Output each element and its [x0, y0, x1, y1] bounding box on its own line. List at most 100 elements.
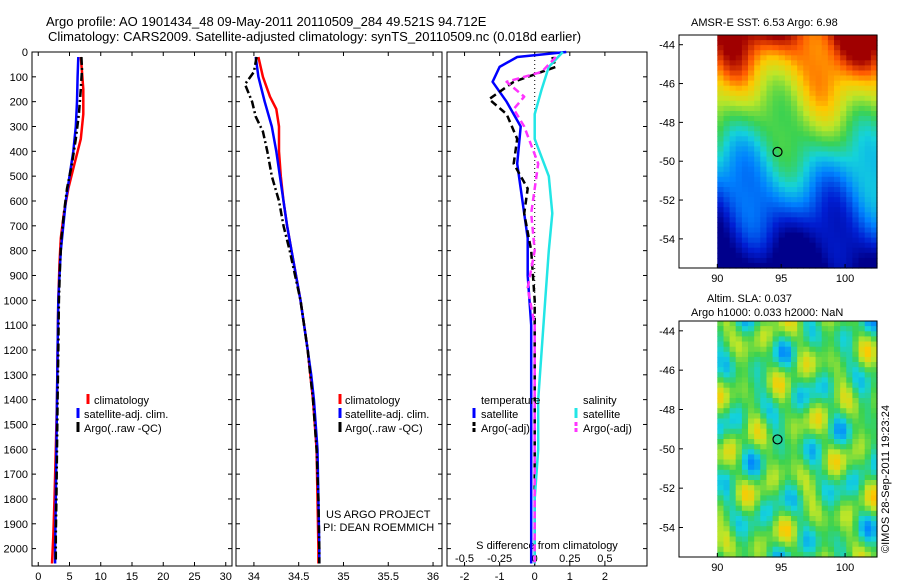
- heatmap-cell: [717, 40, 724, 46]
- heatmap-cell: [846, 75, 853, 82]
- heatmap-cell: [815, 116, 823, 122]
- heatmap-cell: [840, 161, 847, 168]
- heatmap-cell: [754, 60, 761, 66]
- heatmap-cell: [717, 176, 724, 183]
- heatmap-cell: [729, 146, 737, 153]
- heatmap-cell: [741, 192, 749, 198]
- heatmap-cell: [729, 428, 737, 435]
- heatmap-cell: [815, 536, 823, 543]
- heatmap-cell: [717, 326, 724, 332]
- heatmap-cell: [840, 433, 847, 440]
- heatmap-cell: [791, 367, 798, 373]
- heatmap-cell: [741, 50, 749, 56]
- heatmap-cell: [864, 439, 872, 445]
- heatmap-cell: [729, 176, 737, 183]
- heatmap-cell: [748, 252, 755, 259]
- heatmap-cell: [748, 413, 755, 419]
- heatmap-cell: [784, 418, 792, 425]
- heatmap-cell: [858, 232, 866, 239]
- heatmap-cell: [766, 526, 774, 532]
- heatmap-cell: [729, 459, 737, 466]
- heatmap-cell: [723, 516, 731, 522]
- heatmap-cell: [864, 362, 872, 368]
- heatmap-cell: [815, 454, 823, 461]
- heatmap-cell: [803, 418, 810, 425]
- heatmap-cell: [717, 531, 724, 537]
- heatmap-cell: [864, 418, 872, 425]
- heatmap-cell: [754, 156, 761, 163]
- y-tick-label: -50: [659, 156, 675, 168]
- heatmap-cell: [772, 372, 780, 378]
- heatmap-cell: [772, 176, 780, 183]
- heatmap-cell: [791, 454, 798, 461]
- heatmap-cell: [784, 449, 792, 455]
- heatmap-cell: [754, 242, 761, 249]
- heatmap-cell: [870, 346, 878, 353]
- heatmap-cell: [772, 146, 780, 153]
- heatmap-cell: [864, 252, 872, 259]
- heatmap-cell: [864, 222, 872, 229]
- heatmap-cell: [766, 331, 774, 337]
- heatmap-cell: [834, 70, 841, 77]
- heatmap-cell: [723, 100, 731, 107]
- heatmap-cell: [803, 413, 810, 419]
- heatmap-cell: [858, 75, 866, 82]
- heatmap-cell: [858, 161, 866, 168]
- heatmap-cell: [766, 55, 774, 61]
- heatmap-cell: [834, 80, 841, 87]
- heatmap-cell: [827, 500, 835, 507]
- heatmap-cell: [741, 146, 749, 153]
- heatmap-cell: [815, 237, 823, 244]
- heatmap-cell: [797, 408, 804, 414]
- heatmap-cell: [760, 372, 767, 378]
- heatmap-cell: [834, 551, 841, 558]
- heatmap-cell: [748, 505, 755, 512]
- heatmap-cell: [778, 377, 786, 384]
- heatmap-cell: [803, 505, 810, 512]
- heatmap-cell: [840, 227, 847, 234]
- heatmap-cell: [729, 100, 737, 107]
- heatmap-cell: [766, 75, 774, 82]
- heatmap-cell: [846, 187, 853, 193]
- heatmap-cell: [809, 423, 817, 430]
- heatmap-cell: [803, 490, 810, 496]
- heatmap-cell: [852, 321, 860, 327]
- heatmap-cell: [821, 65, 829, 72]
- heatmap-cell: [809, 247, 817, 254]
- heatmap-cell: [815, 232, 823, 239]
- heatmap-cell: [852, 362, 860, 368]
- heatmap-cell: [803, 331, 810, 337]
- y-tick-label: -46: [659, 365, 675, 377]
- heatmap-cell: [803, 146, 810, 153]
- heatmap-cell: [864, 70, 872, 77]
- heatmap-cell: [821, 146, 829, 153]
- heatmap-cell: [760, 336, 767, 343]
- heatmap-cell: [797, 85, 804, 92]
- heatmap-cell: [723, 541, 731, 548]
- heatmap-cell: [778, 454, 786, 461]
- heatmap-cell: [864, 464, 872, 471]
- heatmap-cell: [760, 321, 767, 327]
- heatmap-cell: [729, 326, 737, 332]
- heatmap-cell: [809, 192, 817, 198]
- heatmap-cell: [827, 336, 835, 343]
- heatmap-cell: [870, 197, 878, 203]
- heatmap-cell: [815, 247, 823, 254]
- heatmap-cell: [864, 187, 872, 193]
- heatmap-cell: [717, 356, 724, 363]
- heatmap-cell: [754, 469, 761, 476]
- heatmap-cell: [852, 141, 860, 148]
- heatmap-cell: [803, 257, 810, 264]
- heatmap-cell: [729, 346, 737, 353]
- heatmap-cell: [778, 469, 786, 476]
- heatmap-cell: [729, 536, 737, 543]
- heatmap-cell: [827, 75, 835, 82]
- heatmap-cell: [858, 382, 866, 389]
- heatmap-cell: [870, 382, 878, 389]
- heatmap-cell: [803, 116, 810, 122]
- heatmap-cell: [791, 464, 798, 471]
- heatmap-cell: [729, 257, 737, 264]
- heatmap-cell: [846, 212, 853, 218]
- heatmap-cell: [815, 90, 823, 97]
- heatmap-cell: [760, 398, 767, 404]
